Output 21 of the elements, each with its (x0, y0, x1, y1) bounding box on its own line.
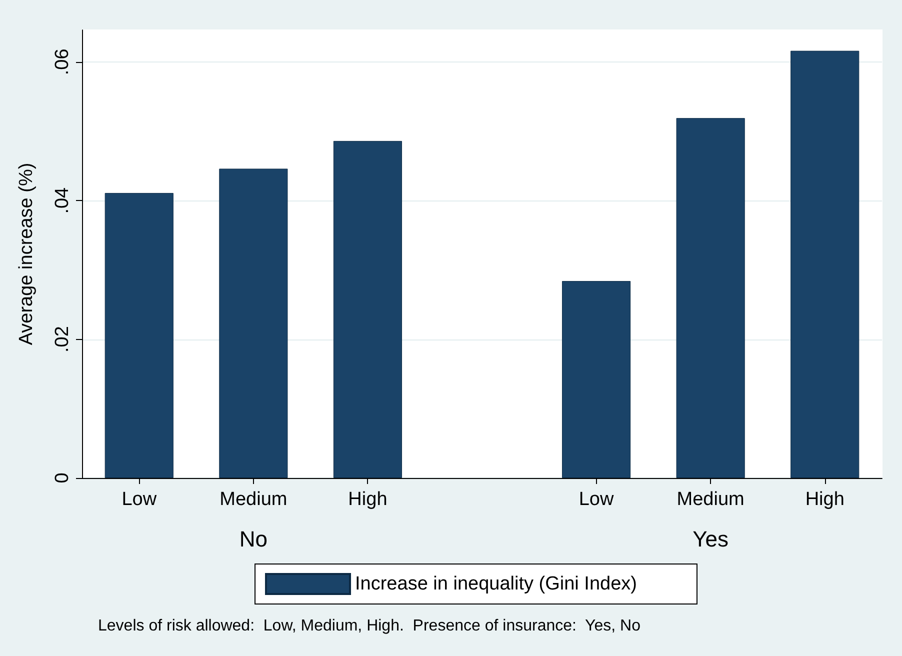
y-tick-label: .04 (52, 186, 73, 214)
bar (333, 140, 402, 478)
x-tick-label: Low (122, 489, 157, 510)
x-tick-label: High (348, 489, 388, 510)
bar (562, 281, 631, 478)
legend-label: Increase in inequality (Gini Index) (355, 574, 637, 594)
bar (219, 168, 288, 478)
bar (104, 192, 174, 478)
bar (676, 118, 745, 478)
y-tick-label: .02 (52, 326, 73, 353)
text: Levels of risk allowed: Low, Medium, High. Presence of insurance: Yes, No (98, 618, 641, 634)
y-tick-label: .06 (52, 48, 73, 76)
x-tick-label: Medium (676, 489, 744, 510)
text: Yes (692, 526, 729, 552)
x-tick-label: Low (578, 489, 614, 510)
y-tick-label: 0 (52, 472, 73, 484)
y-axis-title: Average increase (%) (16, 162, 37, 346)
x-tick-label: Medium (220, 489, 288, 510)
bar (790, 50, 860, 478)
x-tick-label: High (805, 489, 844, 510)
text: No (239, 526, 268, 552)
